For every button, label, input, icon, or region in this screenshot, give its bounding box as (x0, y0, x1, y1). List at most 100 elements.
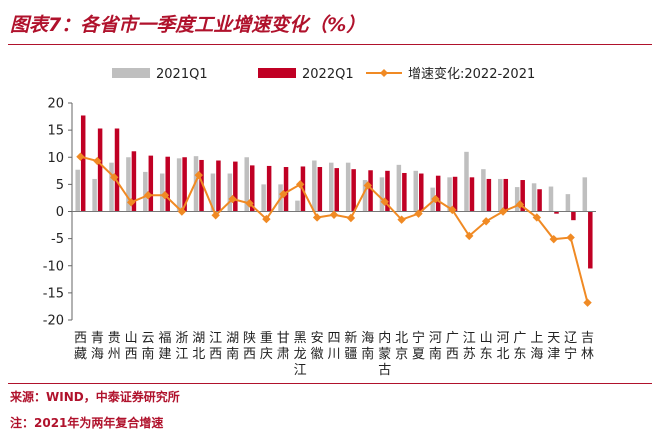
bar-2021q1 (92, 178, 97, 212)
x-category-label: 宁夏 (412, 330, 425, 362)
bar-2022q1 (503, 178, 509, 212)
bar-2021q1 (126, 157, 131, 212)
bar-2022q1 (334, 168, 339, 212)
change-point (76, 152, 85, 161)
change-point (228, 194, 237, 204)
bar-2022q1 (402, 172, 407, 212)
legend-label: 增速变化:2022-2021 (408, 66, 535, 82)
y-tick-label: 20 (47, 97, 64, 112)
x-category-label: 湖南 (226, 331, 239, 362)
x-category-label: 浙江 (175, 331, 188, 362)
change-point (329, 210, 339, 219)
bar-2021q1 (481, 169, 486, 212)
change-point (346, 213, 356, 223)
x-category-label: 江苏 (463, 331, 476, 362)
x-axis-labels: 西藏青海贵州山西云南福建浙江湖北江西湖南陕西重庆甘肃黑龙江安徽四川新疆海南内蒙古… (74, 330, 594, 378)
x-category-label: 海南 (361, 331, 374, 362)
bar-2021q1 (413, 170, 419, 212)
change-point (295, 180, 305, 189)
x-category-label: 山东 (480, 331, 493, 362)
bar-2021q1 (362, 180, 368, 212)
title-divider (8, 44, 652, 45)
x-category-label: 天津 (547, 331, 560, 362)
bar-2022q1 (588, 211, 593, 269)
bar-2021q1 (498, 178, 503, 212)
x-category-label: 辽宁 (564, 331, 577, 362)
bar-2022q1 (486, 178, 492, 212)
bar-2021q1 (582, 177, 588, 212)
bar-2022q1 (266, 165, 272, 212)
change-point (245, 199, 254, 208)
bar-2021q1 (531, 183, 537, 212)
change-point (414, 209, 423, 218)
x-category-label: 广西 (446, 331, 459, 362)
x-category-label: 山西 (125, 331, 138, 362)
bar-2022q1 (435, 175, 441, 212)
bar-2022q1 (165, 156, 170, 212)
bar-2021q1 (75, 169, 80, 212)
change-point (262, 214, 271, 224)
bar-2021q1 (295, 200, 300, 212)
change-point (177, 207, 187, 216)
legend-label: 2021Q1 (156, 67, 208, 82)
y-tick-label: -20 (43, 314, 64, 329)
bar-2021q1 (464, 151, 469, 212)
change-line (76, 152, 592, 307)
change-point (279, 189, 288, 199)
x-category-label: 黑龙江 (294, 331, 307, 378)
x-category-label: 青海 (91, 331, 104, 362)
bar-2021q1 (227, 173, 233, 212)
x-category-label: 云南 (142, 331, 155, 362)
x-category-label: 吉林 (581, 331, 594, 362)
footer-divider (8, 383, 652, 384)
bar-2022q1 (249, 165, 255, 212)
bar-2022q1 (452, 176, 458, 212)
bar-2021q1 (379, 177, 385, 212)
bar-2021q1 (244, 157, 249, 212)
bar-2022q1 (419, 173, 424, 212)
bar-2021q1 (159, 173, 165, 212)
bar-2021q1 (565, 194, 571, 212)
legend-swatch (258, 68, 296, 78)
x-category-label: 湖北 (192, 331, 205, 362)
bar-2021q1 (329, 162, 334, 212)
bar-2022q1 (520, 180, 525, 212)
bar-2021q1 (176, 158, 182, 212)
change-point (448, 205, 457, 215)
footnote: 注：2021年为两年复合增速 (10, 416, 164, 430)
y-tick-label: 0 (56, 205, 64, 220)
change-point (515, 200, 525, 209)
bar-2021q1 (210, 173, 216, 212)
change-point (312, 213, 322, 222)
legend-swatch (112, 68, 150, 78)
x-category-label: 河南 (429, 331, 442, 362)
bar-2021q1 (447, 177, 452, 212)
bar-2021q1 (261, 184, 266, 212)
change-point (397, 215, 406, 224)
change-point (160, 191, 170, 200)
bar-2021q1 (312, 160, 317, 212)
bar-2021q1 (345, 162, 351, 212)
bar-2022q1 (80, 115, 86, 212)
source-note: 来源：WIND，中泰证券研究所 (10, 390, 180, 404)
bar-2021q1 (396, 164, 402, 212)
chart-title: 图表7：各省市一季度工业增速变化（%） (10, 14, 366, 36)
bar-2022q1 (114, 128, 120, 212)
bar-2021q1 (193, 156, 199, 212)
bar-2022q1 (469, 177, 475, 212)
bar-2021q1 (548, 186, 554, 212)
change-point (549, 234, 558, 244)
x-category-label: 重庆 (260, 330, 273, 362)
x-category-label: 四川 (327, 331, 340, 362)
change-point (363, 181, 373, 190)
bar-2021q1 (109, 162, 114, 212)
change-point (583, 298, 592, 307)
bar-2022q1 (351, 169, 356, 212)
bar-2022q1 (97, 128, 103, 212)
change-point (566, 233, 575, 242)
x-category-label: 北京 (395, 331, 408, 362)
y-tick-label: -5 (51, 232, 64, 247)
x-category-label: 福建 (158, 331, 171, 362)
x-category-label: 贵州 (108, 331, 121, 362)
